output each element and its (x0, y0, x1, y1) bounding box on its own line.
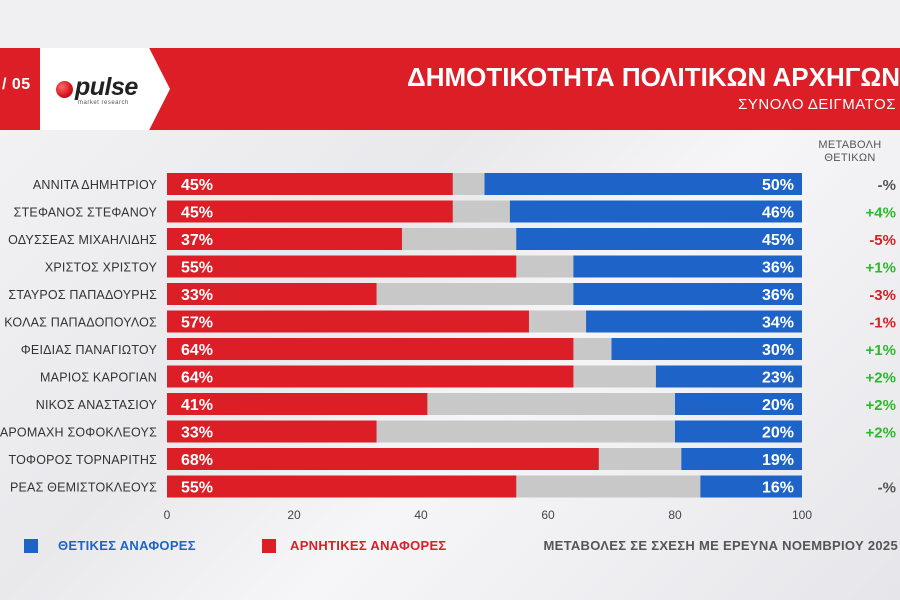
data-label-negative: 33% (181, 425, 213, 442)
data-label-positive: 50% (762, 177, 794, 194)
data-label-negative: 57% (181, 315, 213, 332)
x-tick-label: 40 (414, 508, 428, 522)
category-label: ΑΝΝΙΤΑ ΔΗΜΗΤΡΙΟΥ (33, 178, 158, 192)
bar-positive (675, 420, 802, 443)
data-label-negative: 55% (181, 260, 213, 277)
change-label: +2% (866, 397, 896, 414)
change-label: -% (878, 480, 896, 497)
data-label-positive: 34% (762, 315, 794, 332)
bar-negative (167, 365, 574, 388)
data-label-negative: 68% (181, 452, 213, 469)
data-label-negative: 64% (181, 370, 213, 387)
data-label-positive: 16% (762, 480, 794, 497)
legend-negative-swatch (262, 539, 276, 553)
data-label-positive: 36% (762, 260, 794, 277)
x-tick-label: 0 (164, 508, 171, 522)
data-label-negative: 55% (181, 480, 213, 497)
bar-negative (167, 338, 574, 360)
change-label: -5% (869, 232, 896, 249)
chart-title: ΔΗΜΟΤΙΚΟΤΗΤΑ ΠΟΛΙΤΙΚΩΝ ΑΡΧΗΓΩΝ (407, 62, 900, 92)
bar-negative (167, 393, 428, 415)
footnote: ΜΕΤΑΒΟΛΕΣ ΣΕ ΣΧΕΣΗ ΜΕ ΕΡΕΥΝΑ ΝΟΕΜΒΡΙΟΥ 2… (543, 538, 898, 553)
change-label: +1% (866, 260, 896, 277)
change-label: -3% (869, 287, 896, 304)
chart-subtitle: ΣΥΝΟΛΟ ΔΕΙΓΜΑΤΟΣ (738, 96, 896, 113)
data-label-negative: 64% (181, 342, 213, 359)
bar-positive (655, 365, 802, 388)
bar-negative (167, 310, 529, 333)
bar-negative (167, 255, 517, 278)
pulse-logo-dot-icon (56, 81, 73, 98)
bar-negative (167, 420, 377, 443)
category-label: ΤΟΦΟΡΟΣ ΤΟΡΝΑΡΙΤΗΣ (9, 453, 158, 467)
data-label-negative: 33% (181, 287, 213, 304)
change-header-line2: ΘΕΤΙΚΩΝ (824, 152, 876, 164)
category-label: ΣΤΕΦΑΝΟΣ ΣΤΕΦΑΝΟΥ (14, 206, 158, 220)
data-label-negative: 45% (181, 205, 213, 222)
bar-negative (167, 228, 402, 250)
data-label-negative: 45% (181, 177, 213, 194)
bar-positive (611, 338, 802, 360)
category-label: ΚΟΛΑΣ ΠΑΠΑΔΟΠΟΥΛΟΣ (4, 316, 157, 330)
data-label-positive: 20% (762, 425, 794, 442)
bar-positive (509, 200, 802, 223)
bar-positive (484, 173, 802, 195)
x-tick-label: 80 (668, 508, 682, 522)
change-label: -% (878, 177, 896, 194)
bar-positive (573, 283, 802, 305)
category-label: ΑΡΟΜΑΧΗ ΣΟΦΟΚΛΕΟΥΣ (0, 426, 157, 440)
bar-positive (573, 255, 802, 278)
data-label-positive: 20% (762, 397, 794, 414)
bar-positive (516, 228, 802, 250)
category-label: ΜΑΡΙΟΣ ΚΑΡΟΓΙΑΝ (40, 371, 157, 385)
x-tick-label: 20 (287, 508, 301, 522)
x-tick-label: 60 (541, 508, 555, 522)
change-label: -1% (869, 315, 896, 332)
bar-positive (700, 475, 802, 498)
change-label: +1% (866, 342, 896, 359)
category-label: ΝΙΚΟΣ ΑΝΑΣΤΑΣΙΟΥ (36, 398, 158, 412)
bar-negative (167, 448, 599, 470)
bar-negative (167, 283, 377, 305)
top-strip (0, 0, 900, 48)
bar-positive (675, 393, 802, 415)
category-label: ΡΕΑΣ ΘΕΜΙΣΤΟΚΛΕΟΥΣ (10, 481, 157, 495)
bar-negative (167, 475, 517, 498)
category-label: ΦΕΙΔΙΑΣ ΠΑΝΑΓΙΩΤΟΥ (21, 343, 158, 357)
category-label: ΟΔΥΣΣΕΑΣ ΜΙΧΑΗΛΙΔΗΣ (8, 233, 157, 247)
data-label-negative: 41% (181, 397, 213, 414)
category-label: ΣΤΑΥΡΟΣ ΠΑΠΑΔΟΥΡΗΣ (8, 288, 157, 302)
legend-positive-swatch (24, 539, 38, 553)
popularity-bar-chart: ΑΝΝΙΤΑ ΔΗΜΗΤΡΙΟΥ 45% 50% -% ΣΤΕΦΑΝΟΣ ΣΤΕΦΑΝΟ… (0, 173, 896, 522)
category-label: ΧΡΙΣΤΟΣ ΧΡΙΣΤΟΥ (45, 261, 158, 275)
legend-negative-label: ΑΡΝΗΤΙΚΕΣ ΑΝΑΦΟΡΕΣ (290, 538, 447, 553)
x-tick-label: 100 (792, 508, 812, 522)
legend-positive-label: ΘΕΤΙΚΕΣ ΑΝΑΦΟΡΕΣ (58, 538, 196, 553)
page-indicator: / 05 (2, 76, 31, 93)
data-label-positive: 45% (762, 232, 794, 249)
change-header-line1: ΜΕΤΑΒΟΛΗ (818, 139, 882, 151)
logo-wordmark: pulse (75, 73, 138, 101)
change-label: +2% (866, 370, 896, 387)
bar-negative (167, 200, 453, 223)
data-label-negative: 37% (181, 232, 213, 249)
change-column-header: ΜΕΤΑΒΟΛΗ ΘΕΤΙΚΩΝ (800, 139, 900, 165)
data-label-positive: 46% (762, 205, 794, 222)
data-label-positive: 30% (762, 342, 794, 359)
bar-negative (167, 173, 453, 195)
data-label-positive: 19% (762, 452, 794, 469)
bar-positive (586, 310, 802, 333)
data-label-positive: 23% (762, 370, 794, 387)
change-label: +4% (866, 205, 896, 222)
logo-tagline: market research (78, 100, 129, 106)
data-label-positive: 36% (762, 287, 794, 304)
change-label: +2% (866, 425, 896, 442)
bar-positive (681, 448, 802, 470)
